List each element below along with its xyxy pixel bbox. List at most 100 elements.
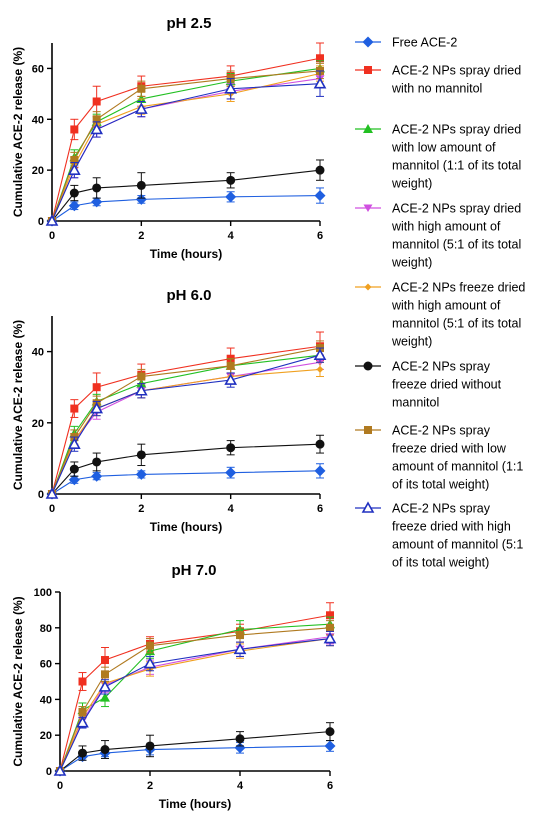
data-point (143, 656, 157, 669)
legend-label: mannitol (5:1 of its total (392, 238, 521, 252)
panel-title: pH 2.5 (166, 15, 211, 32)
series (46, 463, 326, 500)
series (53, 630, 337, 776)
data-point (325, 727, 335, 737)
legend-label: ACE-2 NPs spray (392, 424, 491, 438)
legend-label: of its total weight) (392, 556, 489, 570)
series-line (51, 169, 321, 222)
series (47, 354, 325, 498)
data-point (225, 191, 237, 203)
data-point (67, 163, 81, 175)
legend-label: freeze dried with low (392, 442, 507, 456)
series (47, 70, 325, 225)
data-point (67, 437, 81, 449)
data-point (323, 631, 337, 644)
legend-label: ACE-2 NPs spray dried (392, 64, 521, 78)
legend-label: ACE-2 NPs spray (392, 360, 491, 374)
data-point (70, 125, 79, 134)
series-line (51, 57, 321, 222)
data-point (92, 183, 102, 193)
data-point (70, 155, 79, 164)
data-point (315, 439, 325, 449)
series-line (51, 195, 321, 222)
y-tick-label: 40 (32, 347, 44, 359)
data-point (236, 630, 244, 639)
series (48, 62, 324, 225)
legend-marker (363, 361, 373, 371)
series (56, 620, 334, 775)
series-line (51, 354, 321, 495)
legend-label: weight) (391, 335, 432, 349)
data-point (91, 196, 103, 208)
x-tick-label: 4 (228, 230, 235, 242)
data-point (326, 611, 334, 620)
series (47, 159, 325, 226)
series (45, 347, 327, 499)
data-point (92, 457, 102, 467)
data-point (90, 122, 104, 135)
x-tick-label: 0 (57, 780, 63, 792)
legend-label: freeze dried with high (392, 520, 511, 534)
panel-title: pH 7.0 (171, 562, 216, 579)
x-tick-label: 6 (327, 780, 333, 792)
legend-label: mannitol (392, 396, 439, 410)
data-point (76, 716, 89, 728)
legend-label: freeze dried without (392, 378, 502, 392)
chart-legend: Free ACE-2 ACE-2 NPs spray dried with no m… (355, 36, 525, 570)
data-point (316, 54, 324, 63)
y-tick-label: 20 (40, 730, 52, 742)
y-tick-label: 60 (32, 63, 44, 75)
series-line (51, 361, 321, 495)
series-line (59, 731, 331, 772)
legend-label: with low amount of (391, 141, 496, 155)
y-tick-label: 60 (40, 659, 52, 671)
data-point (78, 748, 87, 758)
data-point (226, 175, 236, 185)
data-point (233, 642, 247, 655)
data-point (101, 656, 109, 665)
legend-label: ACE-2 NPs freeze dried (392, 281, 525, 295)
data-point (224, 82, 238, 94)
series-line (51, 70, 321, 222)
y-tick-label: 80 (40, 623, 52, 635)
data-point (315, 165, 325, 175)
data-point (134, 384, 148, 396)
data-point (324, 740, 336, 752)
legend-label: weight) (391, 256, 432, 270)
data-point (313, 348, 327, 360)
data-point (91, 470, 103, 482)
legend-label: ACE-2 NPs spray (392, 502, 491, 516)
series (55, 722, 335, 776)
legend-item: ACE-2 NPs freeze dried with high amount o… (355, 281, 525, 349)
series-line (59, 637, 331, 772)
chart-panel: pH 2.5 0 20 40 60 0 2 4 6 Time (hours) Cumulative … (11, 15, 327, 261)
legend-item: ACE-2 NPs spray dried with no mannitol (355, 64, 521, 96)
legend-marker (362, 36, 374, 48)
legend-marker (364, 66, 372, 74)
data-point (137, 84, 146, 93)
data-point (78, 707, 87, 716)
data-point (225, 467, 237, 479)
y-tick-label: 20 (32, 418, 44, 430)
x-tick-label: 2 (147, 780, 153, 792)
data-point (136, 180, 146, 190)
x-axis-label: Time (hours) (159, 797, 231, 811)
data-point (69, 188, 79, 198)
x-tick-label: 2 (138, 230, 144, 242)
y-tick-label: 40 (40, 694, 52, 706)
data-point (326, 623, 334, 632)
panel-title: pH 6.0 (166, 287, 211, 304)
data-point (68, 200, 80, 212)
data-point (134, 102, 148, 114)
data-point (45, 487, 59, 499)
data-point (101, 670, 109, 679)
data-point (314, 465, 326, 477)
y-axis-label: Cumulative ACE-2 release (%) (11, 47, 25, 217)
data-point (224, 373, 238, 385)
data-point (69, 464, 79, 474)
legend-marker (363, 124, 373, 133)
y-axis-label: Cumulative ACE-2 release (%) (11, 596, 25, 766)
series-line (51, 345, 321, 495)
data-point (92, 383, 101, 392)
